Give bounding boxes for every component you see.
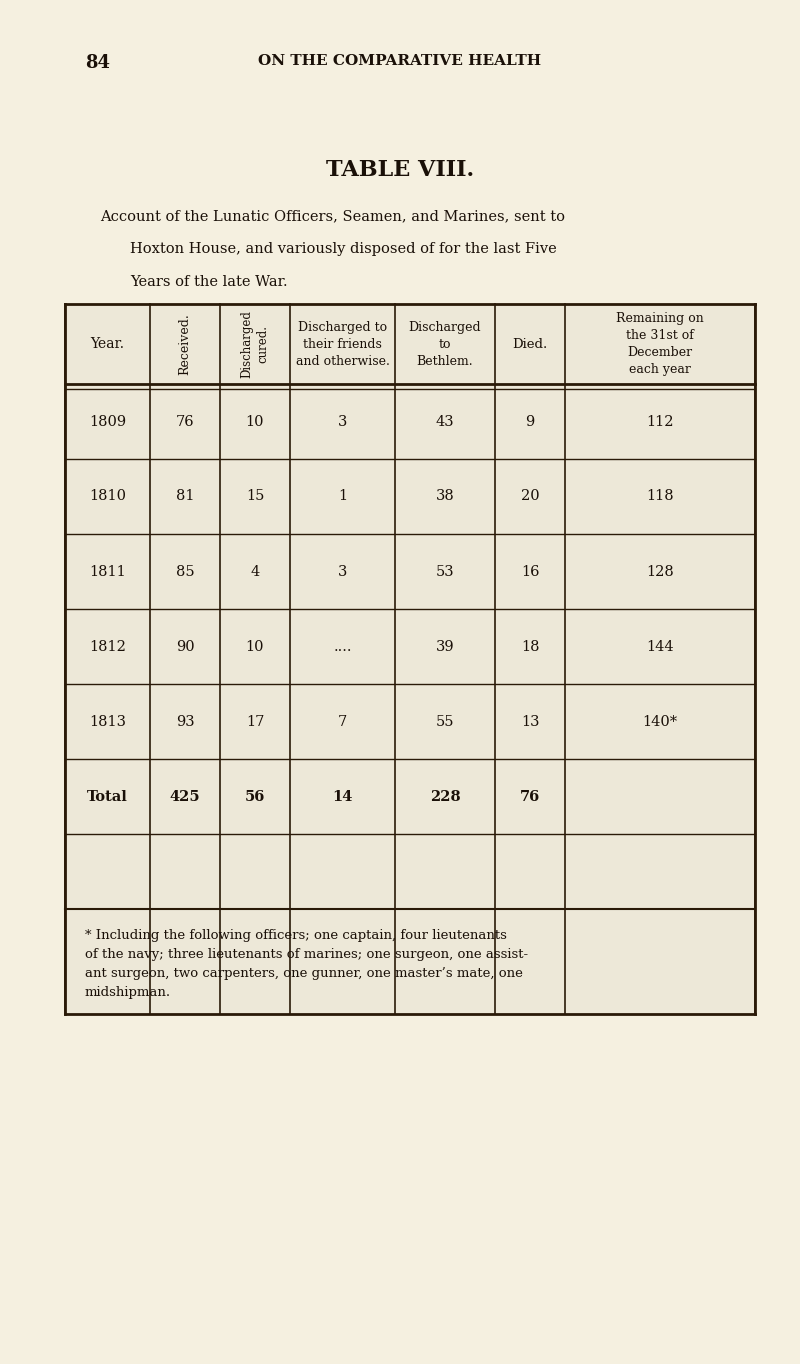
Text: 38: 38 [436, 490, 454, 503]
Text: 85: 85 [176, 565, 194, 578]
Text: 1813: 1813 [89, 715, 126, 728]
Text: 93: 93 [176, 715, 194, 728]
Text: 39: 39 [436, 640, 454, 653]
Text: 84: 84 [85, 55, 110, 72]
Text: 81: 81 [176, 490, 194, 503]
Text: 118: 118 [646, 490, 674, 503]
Text: Years of the late War.: Years of the late War. [130, 276, 288, 289]
Text: 10: 10 [246, 415, 264, 428]
Text: Discharged to
their friends
and otherwise.: Discharged to their friends and otherwis… [295, 321, 390, 367]
Text: 53: 53 [436, 565, 454, 578]
Text: ....: .... [334, 640, 352, 653]
Text: 13: 13 [521, 715, 539, 728]
Text: 55: 55 [436, 715, 454, 728]
Text: Year.: Year. [90, 337, 125, 351]
Text: 140*: 140* [642, 715, 678, 728]
Text: 56: 56 [245, 790, 265, 803]
Text: 144: 144 [646, 640, 674, 653]
Text: 14: 14 [332, 790, 353, 803]
Bar [65, 304, 755, 1013]
Text: 112: 112 [646, 415, 674, 428]
Text: 20: 20 [521, 490, 539, 503]
Text: 4: 4 [250, 565, 260, 578]
Text: Received.: Received. [178, 314, 191, 375]
Text: TABLE VIII.: TABLE VIII. [326, 160, 474, 181]
Text: Total: Total [87, 790, 128, 803]
Text: 10: 10 [246, 640, 264, 653]
Text: 1809: 1809 [89, 415, 126, 428]
Text: 128: 128 [646, 565, 674, 578]
Text: 1812: 1812 [89, 640, 126, 653]
Text: 43: 43 [436, 415, 454, 428]
Text: 7: 7 [338, 715, 347, 728]
Text: 9: 9 [526, 415, 534, 428]
Text: 15: 15 [246, 490, 264, 503]
Text: 425: 425 [170, 790, 200, 803]
Text: 1810: 1810 [89, 490, 126, 503]
Text: 90: 90 [176, 640, 194, 653]
Text: Hoxton House, and variously disposed of for the last Five: Hoxton House, and variously disposed of … [130, 241, 557, 256]
Text: 16: 16 [521, 565, 539, 578]
Text: Discharged
to
Bethlem.: Discharged to Bethlem. [409, 321, 482, 367]
Text: 3: 3 [338, 565, 347, 578]
Text: 228: 228 [430, 790, 460, 803]
Text: Remaining on
the 31st of
December
each year: Remaining on the 31st of December each y… [616, 312, 704, 376]
Text: Account of the Lunatic Officers, Seamen, and Marines, sent to: Account of the Lunatic Officers, Seamen,… [100, 209, 565, 222]
Text: 18: 18 [521, 640, 539, 653]
Text: 17: 17 [246, 715, 264, 728]
Text: 76: 76 [520, 790, 540, 803]
Text: 1811: 1811 [89, 565, 126, 578]
Text: Died.: Died. [512, 337, 548, 351]
Text: 1: 1 [338, 490, 347, 503]
Text: * Including the following officers; one captain, four lieutenants
of the navy; t: * Including the following officers; one … [85, 929, 528, 998]
Text: 3: 3 [338, 415, 347, 428]
Text: 76: 76 [176, 415, 194, 428]
Text: ON THE COMPARATIVE HEALTH: ON THE COMPARATIVE HEALTH [258, 55, 542, 68]
Text: Discharged
cured.: Discharged cured. [241, 310, 270, 378]
